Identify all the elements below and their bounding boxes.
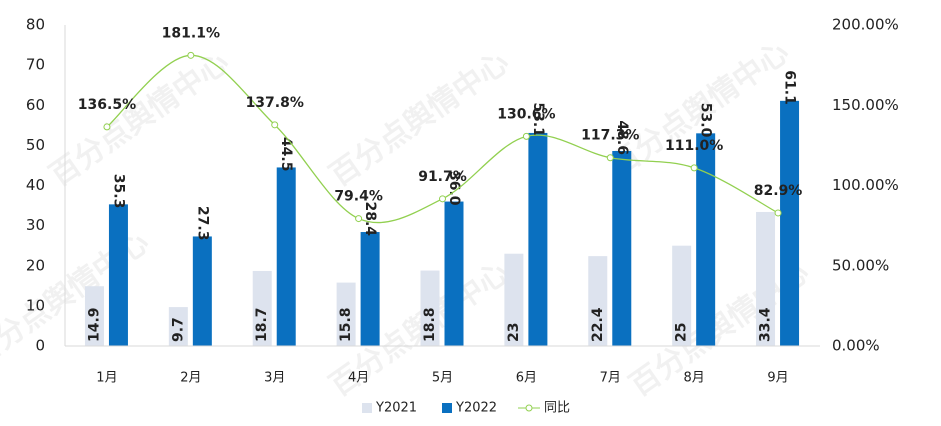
line-marker	[690, 164, 698, 172]
bar	[444, 201, 464, 346]
y2-tick-label: 100.00%	[832, 176, 899, 194]
bar	[192, 236, 212, 346]
y-tick-label: 10	[26, 296, 45, 314]
bar-value-label: 18.7	[254, 307, 270, 342]
legend-label: Y2022	[455, 401, 497, 416]
y-tick-label: 40	[26, 176, 45, 194]
y2-tick-label: 0.00%	[832, 337, 880, 355]
line-marker	[774, 209, 782, 217]
y-tick-label: 30	[26, 216, 45, 234]
bar-value-label: 28.4	[362, 201, 378, 236]
bar-value-label: 53.1	[530, 102, 546, 137]
legend-label: 同比	[544, 401, 570, 416]
line-marker	[271, 121, 279, 129]
watermark: 百分点舆情中心	[43, 45, 235, 194]
line	[106, 54, 779, 224]
bar	[336, 282, 356, 346]
bar-value-label: 22.4	[590, 307, 606, 342]
x-tick-label: 5月	[432, 371, 453, 386]
bar	[504, 253, 524, 346]
x-tick-label: 6月	[516, 371, 537, 386]
y-tick-label: 50	[26, 136, 45, 154]
bar	[612, 150, 632, 346]
x-tick-label: 7月	[600, 371, 621, 386]
x-tick-label: 2月	[180, 371, 201, 386]
bar-value-label: 33.4	[758, 307, 774, 342]
bar-value-label: 9.7	[170, 317, 186, 342]
bar	[588, 256, 608, 346]
bar	[780, 100, 800, 347]
y-tick-label: 80	[26, 16, 45, 34]
watermark: 百分点舆情中心	[0, 225, 155, 374]
legend-swatch	[442, 403, 452, 413]
y2-tick-label: 150.00%	[832, 96, 899, 114]
line-value-label: 181.1%	[162, 25, 220, 41]
x-tick-label: 4月	[348, 371, 369, 386]
bar	[168, 307, 188, 346]
bar-value-label: 23	[506, 323, 522, 342]
y-tick-label: 0	[35, 337, 45, 355]
y-tick-label: 20	[26, 256, 45, 274]
bar-value-label: 44.5	[278, 137, 294, 172]
line-marker	[103, 123, 111, 131]
line-marker	[355, 215, 363, 223]
line-value-label: 91.7%	[418, 169, 467, 185]
line-value-label: 117.3%	[581, 128, 639, 144]
legend-label: Y2021	[375, 401, 417, 416]
bar-value-label: 15.8	[338, 307, 354, 342]
line-marker	[439, 195, 446, 203]
bar	[84, 286, 104, 346]
x-tick-label: 3月	[264, 371, 285, 386]
legend-swatch	[362, 403, 372, 413]
line-value-label: 82.9%	[754, 183, 803, 199]
bar-value-label: 61.1	[782, 70, 798, 105]
bar	[420, 270, 440, 346]
bar	[360, 232, 380, 346]
bar-value-label: 35.3	[110, 174, 126, 209]
bar-value-label: 27.3	[194, 206, 210, 241]
line-value-label: 79.4%	[334, 189, 383, 205]
y-tick-label: 70	[26, 56, 45, 74]
bar	[252, 270, 272, 346]
bar	[276, 167, 296, 346]
y2-tick-label: 200.00%	[832, 16, 899, 34]
y2-tick-label: 50.00%	[832, 256, 889, 274]
y-tick-label: 60	[26, 96, 45, 114]
bar	[756, 211, 776, 346]
line-value-label: 130.6%	[497, 106, 555, 122]
line-value-label: 137.8%	[246, 95, 304, 111]
line-value-label: 111.0%	[665, 138, 723, 154]
bar	[672, 245, 692, 346]
bar-value-label: 25	[674, 323, 690, 342]
line-marker	[522, 132, 530, 140]
bar-value-label: 14.9	[86, 307, 102, 342]
line-marker	[187, 51, 195, 59]
bar-value-label: 48.6	[614, 120, 630, 155]
bar-value-label: 36.0	[446, 171, 462, 206]
x-tick-label: 1月	[96, 371, 117, 386]
bar-value-label: 53.0	[698, 103, 714, 138]
bar	[528, 132, 548, 346]
x-tick-label: 8月	[684, 371, 705, 386]
bar	[108, 204, 128, 346]
bar	[696, 133, 716, 346]
line-value-label: 136.5%	[78, 97, 136, 113]
bar-value-label: 18.8	[422, 307, 438, 342]
legend-swatch	[525, 404, 533, 412]
line-marker	[606, 154, 614, 162]
x-tick-label: 9月	[767, 371, 788, 386]
